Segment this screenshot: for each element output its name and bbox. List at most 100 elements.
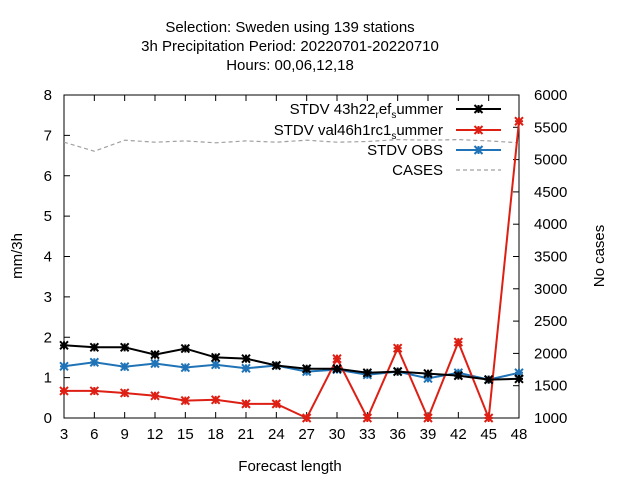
chart-title: Selection: Sweden using 139 stations 3h …	[141, 19, 439, 74]
data-point	[301, 413, 312, 423]
y-tick-label: 4	[44, 249, 52, 266]
y-tick-label: 5	[44, 208, 52, 225]
y-tick-label: 6	[44, 168, 52, 185]
x-tick-label: 39	[420, 426, 437, 443]
legend-label-part: STDV 43h22	[290, 101, 376, 118]
data-point	[210, 352, 221, 363]
series-3	[59, 357, 524, 385]
x-tick-label: 21	[238, 426, 255, 443]
data-point	[423, 413, 433, 423]
data-point	[150, 358, 160, 369]
legend-marker	[473, 125, 484, 135]
series-line	[63, 138, 520, 152]
y-tick-label: 0	[44, 410, 52, 427]
legend-label-part: ummer	[396, 101, 443, 118]
data-point	[392, 343, 403, 353]
legend-label: CASES	[392, 162, 443, 179]
y2-tick-label: 4000	[534, 216, 567, 233]
legend-label-part: ef	[379, 101, 392, 118]
legend-entry-1: STDV 43h22refsummer	[290, 101, 501, 121]
title-line-2: 3h Precipitation Period: 20220701-202207…	[141, 38, 439, 55]
legend-label: STDV val46h1rc1summer	[274, 122, 443, 142]
series-line	[63, 344, 520, 381]
y2-tick-label: 5500	[534, 119, 567, 136]
x-tick-label: 48	[511, 426, 528, 443]
y-tick-label: 1	[44, 370, 52, 387]
series-line	[63, 361, 520, 381]
x-tick-label: 45	[480, 426, 497, 443]
series-line	[64, 121, 520, 421]
data-point	[119, 388, 130, 398]
legend-entry-2: STDV val46h1rc1summer	[274, 122, 501, 142]
legend-label-part: CASES	[392, 162, 443, 179]
legend-label: STDV OBS	[367, 142, 443, 159]
data-point	[514, 368, 524, 378]
data-point	[271, 399, 282, 409]
legend-marker	[473, 145, 484, 155]
y2-tick-label: 2000	[534, 345, 567, 362]
legend-label-part: s	[391, 131, 396, 142]
y2-tick-label: 1000	[534, 410, 567, 427]
data-point	[271, 360, 282, 371]
y2-tick-label: 5000	[534, 152, 567, 169]
x-tick-label: 12	[147, 426, 164, 443]
x-tick-label: 42	[450, 426, 467, 443]
y-tick-label: 7	[44, 127, 52, 144]
data-point	[210, 395, 221, 405]
data-point	[119, 342, 130, 353]
data-point	[59, 340, 69, 351]
series-2	[59, 116, 524, 423]
x-tick-label: 24	[268, 426, 285, 443]
y2-tick-label: 3500	[534, 249, 567, 266]
y2-tick-label: 3000	[534, 281, 567, 298]
data-point	[362, 368, 373, 378]
data-point	[180, 362, 191, 373]
data-point	[423, 373, 433, 384]
x-tick-label: 15	[177, 426, 194, 443]
series-layer	[59, 116, 524, 423]
series-1	[59, 340, 524, 385]
data-point	[89, 386, 100, 396]
legend-label-part: ummer	[396, 122, 443, 139]
data-point	[483, 413, 494, 423]
title-line-1: Selection: Sweden using 139 stations	[165, 19, 414, 36]
data-point	[59, 386, 69, 396]
data-point	[332, 353, 342, 364]
y2-tick-label: 2500	[534, 313, 567, 330]
x-tick-label: 30	[329, 426, 346, 443]
x-tick-label: 9	[120, 426, 128, 443]
data-point	[423, 368, 433, 379]
data-point	[210, 359, 221, 370]
legend-label-part: STDV val46h1rc1	[274, 122, 392, 139]
legend-label: STDV 43h22refsummer	[290, 101, 443, 121]
x-tick-label: 6	[90, 426, 98, 443]
data-point	[241, 363, 251, 374]
data-point	[241, 399, 251, 409]
data-point	[514, 116, 524, 126]
title-line-3: Hours: 00,06,12,18	[226, 57, 354, 74]
legend-marker	[473, 104, 484, 114]
legend-label-part: s	[391, 110, 396, 121]
data-point	[392, 366, 403, 377]
data-point	[514, 374, 524, 384]
x-tick-label: 18	[207, 426, 224, 443]
y-tick-label: 8	[44, 87, 52, 104]
y-tick-label: 2	[44, 329, 52, 346]
data-point	[89, 342, 100, 353]
legend-label-part: r	[375, 110, 379, 121]
data-point	[362, 413, 373, 423]
axes-layer: 3 6 9 12 15 18 21 24 27 30 33 36 39 42 45 4801234567810…	[44, 87, 568, 443]
data-point	[241, 353, 251, 364]
y2-tick-label: 6000	[534, 87, 567, 104]
x-tick-label: 27	[298, 426, 315, 443]
legend-label-part: STDV OBS	[367, 142, 443, 159]
x-tick-label: 33	[359, 426, 376, 443]
data-point	[89, 357, 100, 367]
y2-axis-label: No cases	[591, 225, 608, 288]
data-point	[150, 391, 160, 401]
data-point	[180, 343, 191, 354]
data-point	[453, 370, 464, 381]
series-4	[63, 138, 520, 152]
